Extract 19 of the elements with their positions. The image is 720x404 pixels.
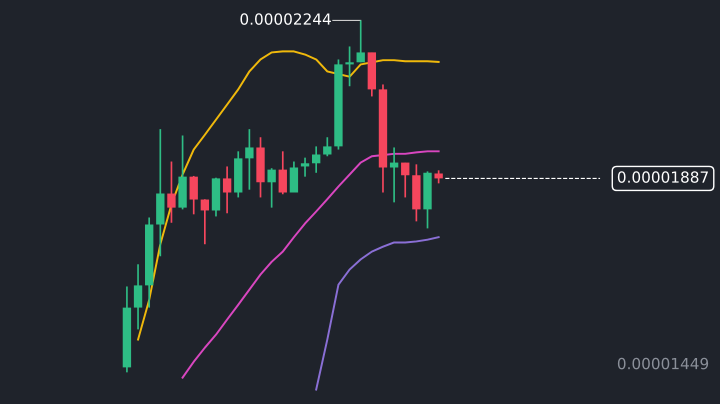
text: 0.00001449: [618, 358, 708, 370]
candlestick: [356, 20, 365, 64]
text: 0.00001887: [618, 171, 708, 183]
candlestick: [434, 169, 443, 184]
candlestick: [190, 175, 198, 216]
candlestick: [390, 146, 398, 204]
candlestick: [323, 136, 332, 158]
annotation: 0.00002244: [240, 13, 331, 25]
candlestick: [167, 160, 176, 224]
candlestick: [200, 198, 210, 246]
candlestick: [134, 263, 142, 330]
candlestick: [245, 128, 254, 191]
candlestick: [267, 167, 276, 208]
candlestick: [278, 150, 287, 196]
candlestick: [222, 166, 232, 214]
candlestick: [312, 146, 320, 174]
candlestick: [401, 162, 410, 198]
candlestick: [345, 46, 354, 88]
candlestick: [300, 156, 310, 178]
